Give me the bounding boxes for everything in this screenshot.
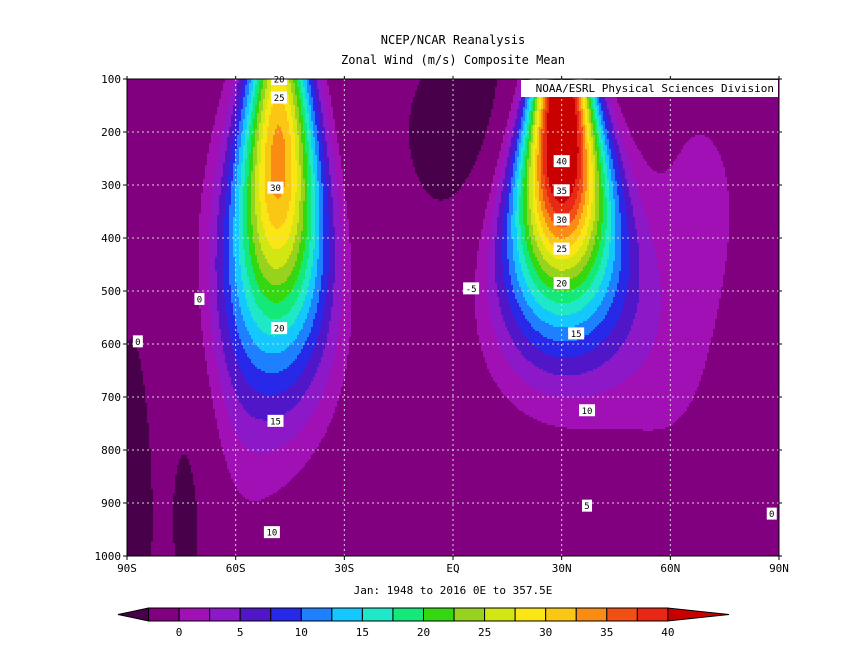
credit-text: NOAA/ESRL Physical Sciences Division [536,82,774,95]
contour-label: 5 [584,502,589,512]
contour-label-box [553,213,570,226]
colorbar-swatch [300,607,333,622]
colorbar-swatch [545,607,577,622]
y-tick-label: 500 [101,285,121,298]
contour-label: 10 [266,529,277,539]
credit-box [521,80,778,97]
x-tick-label: 90N [769,562,789,575]
y-tick-label: 800 [101,444,121,457]
colorbar: 0 5 10 15 20 25 30 35 40 [117,607,730,639]
colorbar-swatch [270,607,302,622]
contour-label: 0 [769,510,774,520]
x-tick-label: 30S [334,562,354,575]
x-axis: 90S 60S 30S EQ 30N 60N 90N [117,76,789,575]
colorbar-tick-label: 40 [661,626,674,639]
contour-label: -5 [466,285,477,295]
contour-label-box [194,292,205,305]
chart-subtitle: Zonal Wind (m/s) Composite Mean [341,53,565,67]
x-tick-label: 60N [660,562,680,575]
colorbar-tick-label: 20 [417,626,430,639]
contour-label-box [553,155,570,168]
contour-label: 20 [274,325,285,335]
colorbar-tick-label: 5 [237,626,244,639]
contour-label-box [766,507,777,520]
contour-label-box [132,335,143,348]
chart-title: NCEP/NCAR Reanalysis [381,33,526,47]
colorbar-high-arrow [667,607,730,622]
colorbar-swatch [423,607,455,622]
contour-label-box [582,499,593,512]
contour-label-box [267,181,284,194]
colorbar-tick-label: 0 [176,626,183,639]
contour-label-box [553,242,570,255]
x-axis-label: Jan: 1948 to 2016 0E to 357.5E [354,584,553,597]
y-tick-label: 900 [101,497,121,510]
colorbar-swatch [392,607,425,622]
contour-label-box [463,282,480,295]
colorbar-low-arrow [117,607,150,622]
contour-label: 30 [270,184,281,194]
contour-label: 10 [582,407,593,417]
x-tick-label: 60S [226,562,246,575]
x-tick-label: 90S [117,562,137,575]
y-tick-label: 700 [101,391,121,404]
y-tick-label: 100 [101,73,121,86]
contour-label: 25 [274,94,285,104]
contour-label-box [271,91,288,104]
colorbar-tick-label: 10 [295,626,308,639]
contour-label: 15 [571,330,582,340]
contour-label: 0 [197,295,202,305]
contour-label: 40 [556,158,567,168]
contour-label: 15 [270,417,281,427]
contour-label-box [271,322,288,335]
contour-label: 25 [556,245,567,255]
contour-label-box [553,277,570,290]
y-tick-label: 400 [101,232,121,245]
contour-label-box [553,184,570,197]
colorbar-swatch [209,607,241,622]
contour-label-box [267,414,284,427]
colorbar-swatch [636,607,669,622]
colorbar-tick-label: 35 [600,626,613,639]
grid-lines [127,79,779,556]
colorbar-swatch [453,607,486,622]
colorbar-swatch [239,607,272,622]
y-tick-label: 1000 [95,550,122,563]
x-tick-label: EQ [446,562,459,575]
contour-label: 30 [556,216,567,226]
y-tick-label: 200 [101,126,121,139]
colorbar-swatch [331,607,363,622]
colorbar-tick-label: 15 [356,626,369,639]
colorbar-swatch [484,607,516,622]
colorbar-tick-label: 30 [539,626,552,639]
y-tick-label: 300 [101,179,121,192]
contour-labels: 20 25 30 20 15 10 0 0 -5 40 35 30 25 20 15 10 5 0 [132,73,777,539]
colorbar-tick-label: 25 [478,626,491,639]
y-tick-label: 600 [101,338,121,351]
colorbar-swatch [361,607,394,622]
contour-label: 20 [274,76,285,86]
contour-label: 0 [135,338,140,348]
contour-label: 35 [556,187,567,197]
contour-label-box [579,404,596,417]
colorbar-swatch [148,607,180,622]
contour-label-box [263,526,280,539]
colorbar-swatch [575,607,608,622]
colorbar-swatch [514,607,547,622]
colorbar-swatch [178,607,211,622]
colorbar-swatch [606,607,638,622]
x-tick-label: 30N [552,562,572,575]
contour-label-box [568,327,585,340]
contour-label: 20 [556,280,567,290]
